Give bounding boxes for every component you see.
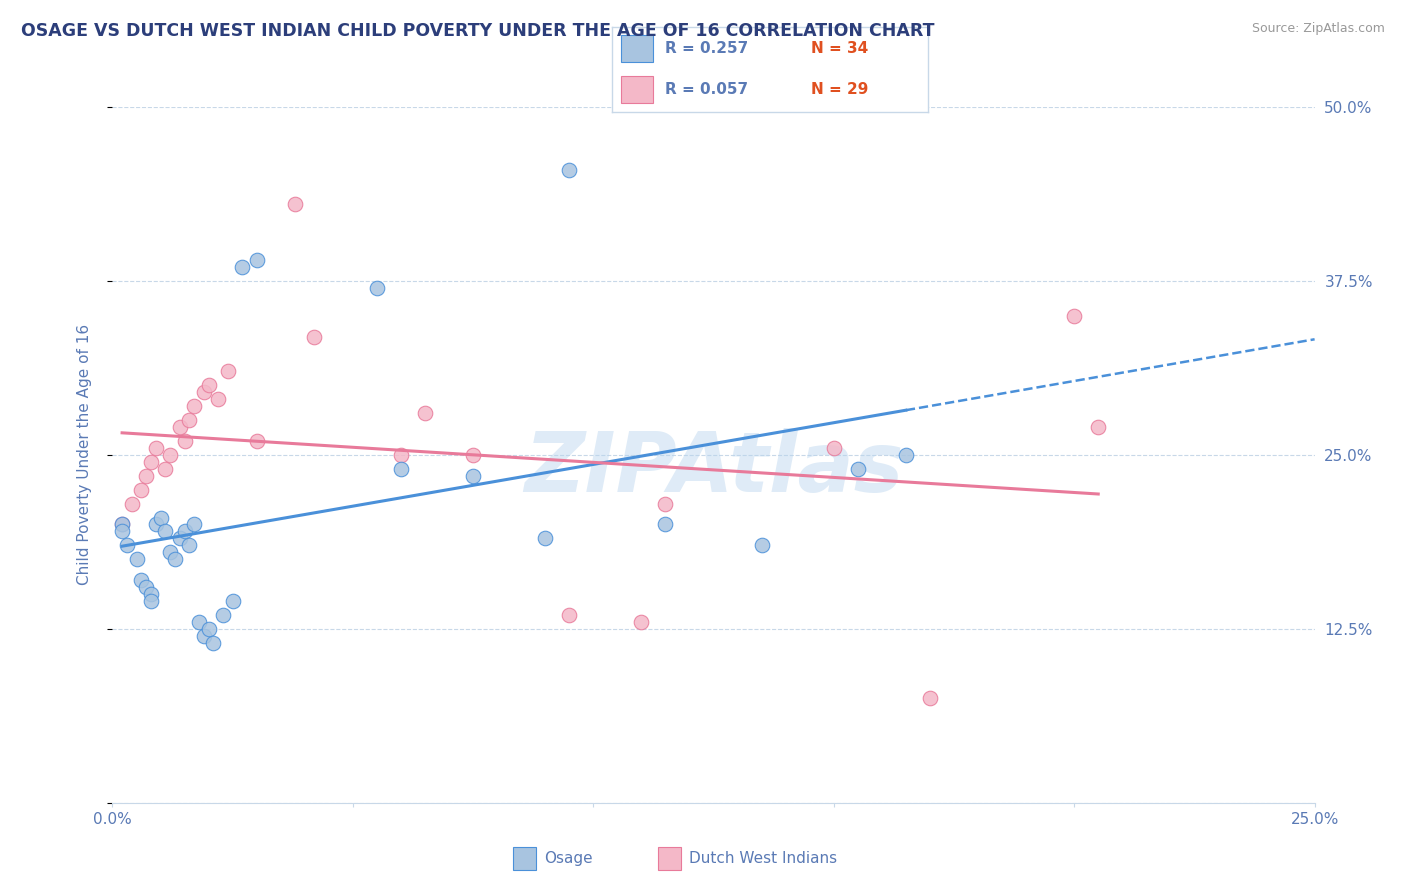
Point xyxy=(207,392,229,407)
Bar xyxy=(621,76,652,103)
Point xyxy=(212,607,235,622)
Bar xyxy=(621,36,652,62)
Point xyxy=(173,524,195,539)
Point xyxy=(145,441,167,455)
Text: ZIPAtlas: ZIPAtlas xyxy=(524,428,903,509)
Point xyxy=(217,364,239,378)
Text: R = 0.257: R = 0.257 xyxy=(665,41,748,56)
Text: OSAGE VS DUTCH WEST INDIAN CHILD POVERTY UNDER THE AGE OF 16 CORRELATION CHART: OSAGE VS DUTCH WEST INDIAN CHILD POVERTY… xyxy=(21,22,935,40)
Point xyxy=(751,538,773,552)
Point xyxy=(173,434,195,448)
Point xyxy=(193,629,215,643)
Point xyxy=(169,532,191,546)
Point xyxy=(461,468,484,483)
Point xyxy=(389,462,412,476)
Point xyxy=(169,420,191,434)
Point xyxy=(135,580,157,594)
Point xyxy=(121,497,143,511)
Point xyxy=(246,434,269,448)
Point xyxy=(163,552,186,566)
Point xyxy=(159,448,181,462)
Point xyxy=(159,545,181,559)
Point xyxy=(894,448,917,462)
Point xyxy=(183,517,205,532)
Point xyxy=(111,517,134,532)
Text: N = 34: N = 34 xyxy=(811,41,868,56)
Point xyxy=(115,538,138,552)
Point xyxy=(534,532,557,546)
Y-axis label: Child Poverty Under the Age of 16: Child Poverty Under the Age of 16 xyxy=(77,325,91,585)
Point xyxy=(197,622,219,636)
Point xyxy=(304,329,326,343)
Point xyxy=(246,253,269,268)
Point xyxy=(125,552,148,566)
Point xyxy=(389,448,412,462)
Point xyxy=(558,162,581,177)
Text: N = 29: N = 29 xyxy=(811,82,869,97)
Point xyxy=(139,587,162,601)
Point xyxy=(131,573,153,587)
Point xyxy=(823,441,845,455)
Point xyxy=(1087,420,1109,434)
Point xyxy=(918,691,941,706)
Point xyxy=(188,615,211,629)
Point xyxy=(202,636,225,650)
Point xyxy=(179,538,201,552)
Point xyxy=(135,468,157,483)
Point xyxy=(183,399,205,413)
Point xyxy=(197,378,219,392)
Point xyxy=(179,413,201,427)
Point xyxy=(155,524,177,539)
Point xyxy=(222,594,245,608)
Point xyxy=(461,448,484,462)
Text: Source: ZipAtlas.com: Source: ZipAtlas.com xyxy=(1251,22,1385,36)
Point xyxy=(145,517,167,532)
Point xyxy=(111,524,134,539)
Point xyxy=(413,406,436,420)
Point xyxy=(231,260,253,274)
Point xyxy=(654,497,676,511)
Point xyxy=(139,455,162,469)
Point xyxy=(284,197,307,211)
Point xyxy=(558,607,581,622)
Text: R = 0.057: R = 0.057 xyxy=(665,82,748,97)
Point xyxy=(654,517,676,532)
Point xyxy=(846,462,869,476)
Point xyxy=(149,510,172,524)
Point xyxy=(139,594,162,608)
Point xyxy=(1063,309,1085,323)
Point xyxy=(155,462,177,476)
Point xyxy=(193,385,215,400)
Point xyxy=(366,281,388,295)
Point xyxy=(630,615,652,629)
Point xyxy=(131,483,153,497)
Point xyxy=(111,517,134,532)
Text: Dutch West Indians: Dutch West Indians xyxy=(689,851,837,865)
Text: Osage: Osage xyxy=(544,851,593,865)
